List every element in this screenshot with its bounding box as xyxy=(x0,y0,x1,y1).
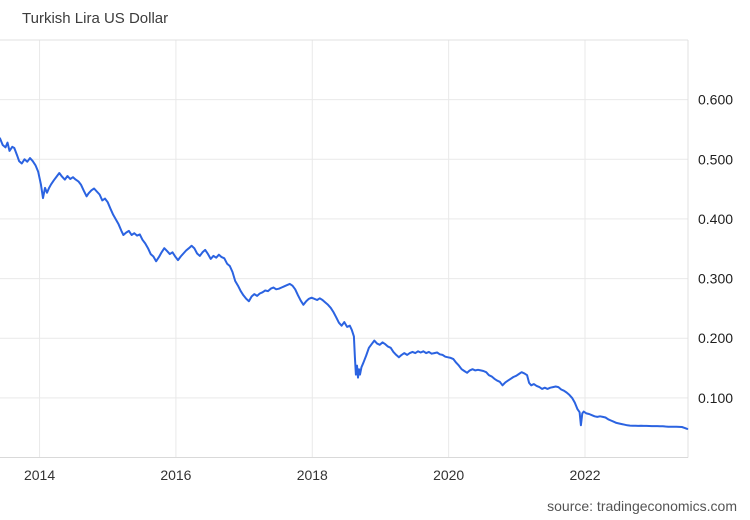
y-tick-label: 0.500 xyxy=(698,151,733,167)
y-tick-label: 0.200 xyxy=(698,330,733,346)
price-line xyxy=(0,137,689,430)
x-tick-label: 2020 xyxy=(433,467,464,483)
y-tick-label: 0.300 xyxy=(698,271,733,287)
x-tick-label: 2022 xyxy=(569,467,600,483)
y-tick-label: 0.100 xyxy=(698,390,733,406)
y-tick-label: 0.400 xyxy=(698,211,733,227)
source-credit: source: tradingeconomics.com xyxy=(547,498,737,514)
y-tick-label: 0.600 xyxy=(698,92,733,108)
x-tick-label: 2016 xyxy=(160,467,191,483)
x-tick-label: 2014 xyxy=(24,467,55,483)
x-tick-label: 2018 xyxy=(297,467,328,483)
chart-title: Turkish Lira US Dollar xyxy=(22,10,169,27)
